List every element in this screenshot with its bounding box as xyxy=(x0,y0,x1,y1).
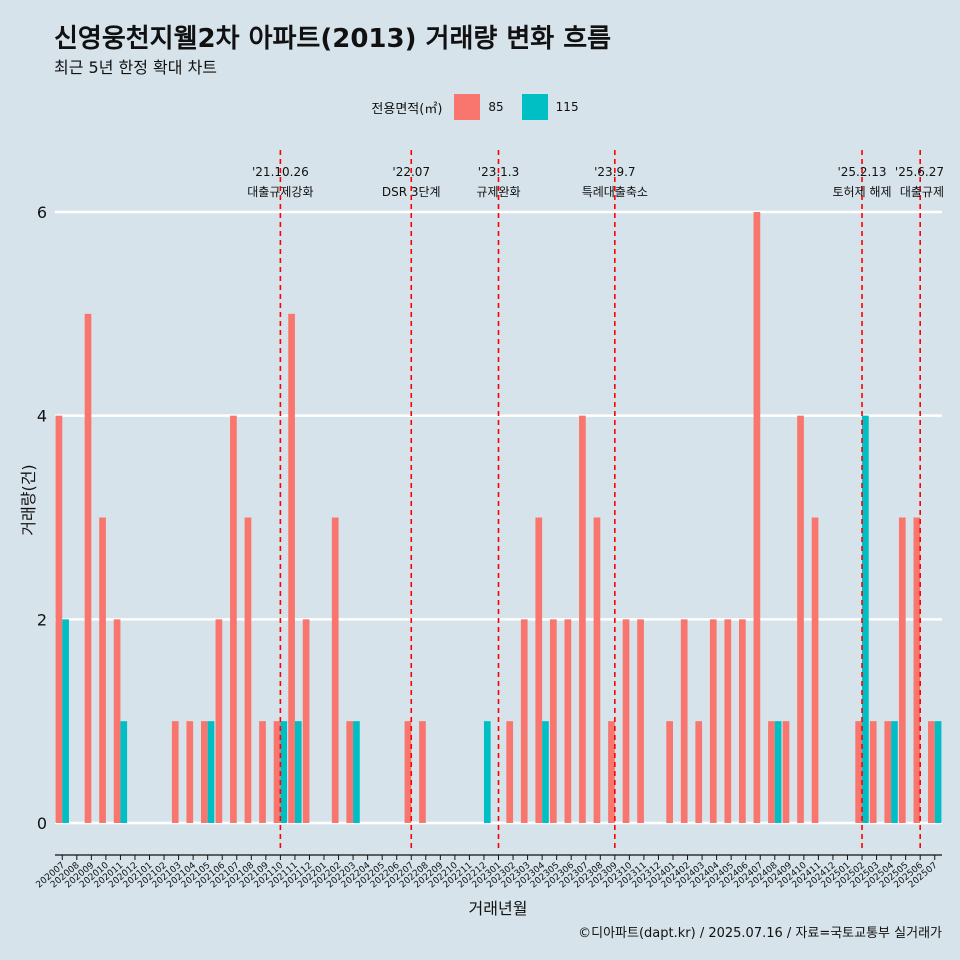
bar-85-202111 xyxy=(288,313,295,823)
event-label-5: 대출규제 xyxy=(900,185,944,199)
bar-85-202506 xyxy=(913,517,921,823)
bar-85-202304 xyxy=(535,517,543,823)
bar-85-202505 xyxy=(898,517,906,823)
bar-85-202207 xyxy=(404,721,412,823)
event-date-5: '25.6.27 xyxy=(895,165,944,179)
legend-label-115: 115 xyxy=(555,100,579,114)
event-label-1: DSR 3단계 xyxy=(382,185,441,199)
bar-85-202401 xyxy=(666,721,673,823)
bar-85-202103 xyxy=(171,721,179,823)
bar-85-202310 xyxy=(622,619,630,823)
bar-85-202011 xyxy=(113,619,121,823)
bar-85-202503 xyxy=(869,721,877,823)
bar-85-202104 xyxy=(186,721,194,823)
chart-subtitle: 최근 5년 한정 확대 차트 xyxy=(54,58,218,77)
bar-115-202502 xyxy=(862,415,869,823)
event-date-4: '25.2.13 xyxy=(837,165,886,179)
bar-85-202112 xyxy=(302,619,310,823)
event-date-0: '21.10.26 xyxy=(252,165,309,179)
bar-115-202504 xyxy=(891,721,898,823)
bar-115-202105 xyxy=(207,721,215,823)
bar-85-202402 xyxy=(680,619,688,823)
bar-85-202105 xyxy=(200,721,208,823)
legend-swatch-85 xyxy=(454,94,481,120)
bar-115-202507 xyxy=(934,721,942,823)
bar-85-202303 xyxy=(520,619,528,823)
bar-85-202311 xyxy=(637,619,644,823)
bar-115-202304 xyxy=(542,721,549,823)
bar-85-202010 xyxy=(99,517,106,823)
bar-85-202306 xyxy=(564,619,572,823)
bar-85-202411 xyxy=(811,517,819,823)
bar-115-202408 xyxy=(774,721,782,823)
bar-85-202107 xyxy=(230,415,237,823)
event-label-4: 토허제 해제 xyxy=(833,185,892,199)
bar-115-202007 xyxy=(62,619,69,823)
bar-85-202404 xyxy=(709,619,717,823)
bar-85-202410 xyxy=(797,415,804,823)
bar-85-202203 xyxy=(346,721,354,823)
event-label-3: 특례대출축소 xyxy=(582,185,648,199)
y-axis-label: 거래량(건) xyxy=(19,464,38,535)
event-date-2: '23.1.3 xyxy=(478,165,519,179)
bar-115-202212 xyxy=(483,721,491,823)
bar-85-202009 xyxy=(84,313,92,823)
event-date-3: '23.9.7 xyxy=(594,165,635,179)
bar-85-202408 xyxy=(768,721,775,823)
legend-label-85: 85 xyxy=(488,100,504,114)
source-caption: ©디아파트(dapt.kr) / 2025.07.16 / 자료=국토교통부 실… xyxy=(578,926,942,941)
bar-85-202504 xyxy=(884,721,892,823)
bar-85-202208 xyxy=(419,721,426,823)
bar-85-202106 xyxy=(215,619,223,823)
legend: 전용면적(㎡) 85 115 xyxy=(0,93,960,121)
bar-85-202407 xyxy=(753,212,761,823)
bar-85-202305 xyxy=(549,619,557,823)
bar-85-202007 xyxy=(55,415,63,823)
bar-85-202405 xyxy=(724,619,732,823)
event-date-1: '22.07 xyxy=(392,165,430,179)
bar-115-202203 xyxy=(353,721,360,823)
bar-85-202308 xyxy=(593,517,601,823)
bar-85-202302 xyxy=(506,721,514,823)
y-tick-label-4: 4 xyxy=(37,407,47,426)
bar-85-202403 xyxy=(695,721,703,823)
y-tick-label-2: 2 xyxy=(37,610,47,629)
event-label-0: 대출규제강화 xyxy=(247,185,313,199)
bar-115-202111 xyxy=(294,721,302,823)
bar-115-202011 xyxy=(120,721,128,823)
y-tick-label-0: 0 xyxy=(37,814,47,833)
y-tick-label-6: 6 xyxy=(37,203,47,222)
x-axis-label: 거래년월 xyxy=(469,899,528,918)
bar-85-202202 xyxy=(331,517,339,823)
bar-85-202110 xyxy=(273,721,281,823)
legend-title: 전용면적(㎡) xyxy=(371,101,443,117)
bar-85-202502 xyxy=(855,721,863,823)
bar-85-202406 xyxy=(739,619,746,823)
bar-85-202309 xyxy=(608,721,615,823)
bar-115-202110 xyxy=(280,721,288,823)
bar-85-202108 xyxy=(244,517,252,823)
chart-title: 신영웅천지웰2차 아파트(2013) 거래량 변화 흐름 xyxy=(54,24,612,54)
bar-85-202307 xyxy=(579,415,586,823)
event-label-2: 규제완화 xyxy=(476,185,520,199)
legend-swatch-115 xyxy=(521,94,548,120)
bar-85-202409 xyxy=(782,721,790,823)
bar-85-202507 xyxy=(928,721,935,823)
bar-85-202109 xyxy=(259,721,266,823)
